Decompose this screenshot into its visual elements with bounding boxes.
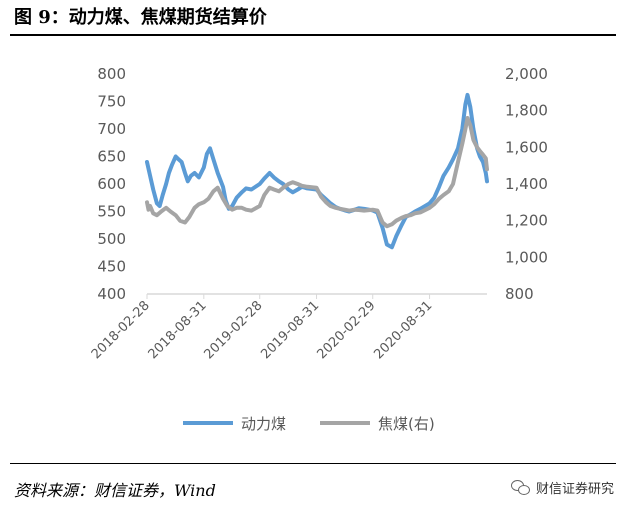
left-tick-label: 500 [97,230,126,248]
right-tick-label: 1,400 [505,175,548,193]
wechat-icon [510,479,531,496]
left-axis-ticks: 400 450 500 550 600 650 700 750 800 [97,65,126,303]
source-rule [10,463,616,464]
legend: 动力煤 焦煤(右) [183,415,435,433]
right-tick-label: 1,200 [505,212,548,230]
right-tick-label: 1,800 [505,102,548,120]
series-line-coking-coal [145,116,489,229]
left-tick-label: 700 [97,120,126,138]
right-tick-label: 800 [505,285,534,303]
left-tick-label: 600 [97,175,126,193]
x-tick-label: 2020-08-31 [371,298,435,362]
x-axis-ticks: 2018-02-282018-08-312019-02-282019-08-31… [89,294,435,362]
x-tick-label: 2018-08-31 [146,298,210,362]
x-tick-label: 2019-08-31 [258,298,322,362]
brand-watermark: 财信证券研究 [510,478,614,497]
right-axis-ticks: 800 1,000 1,200 1,400 1,600 1,800 2,000 [505,65,548,303]
left-tick-label: 800 [97,65,126,83]
x-tick-label: 2019-02-28 [202,298,266,362]
series-lines [145,92,489,250]
title-rule [10,34,616,36]
left-tick-label: 750 [97,93,126,111]
figure-title: 图 9：动力煤、焦煤期货结算价 [14,7,267,28]
right-tick-label: 1,600 [505,138,548,156]
series-line-thermal-coal [145,92,489,250]
x-tick-label: 2018-02-28 [89,298,153,362]
left-tick-label: 450 [97,258,126,276]
brand-label: 财信证券研究 [535,482,614,497]
left-tick-label: 550 [97,203,126,221]
right-tick-label: 2,000 [505,65,548,83]
right-tick-label: 1,000 [505,248,548,266]
x-tick-label: 2020-02-29 [315,298,379,362]
left-tick-label: 650 [97,148,126,166]
legend-label: 动力煤 [241,415,286,433]
source-note: 资料来源：财信证券，Wind [14,481,216,500]
legend-label: 焦煤(右) [378,415,435,433]
left-tick-label: 400 [97,285,126,303]
chart: 400 450 500 550 600 650 700 750 800 800 1,000 1,20… [89,65,548,433]
